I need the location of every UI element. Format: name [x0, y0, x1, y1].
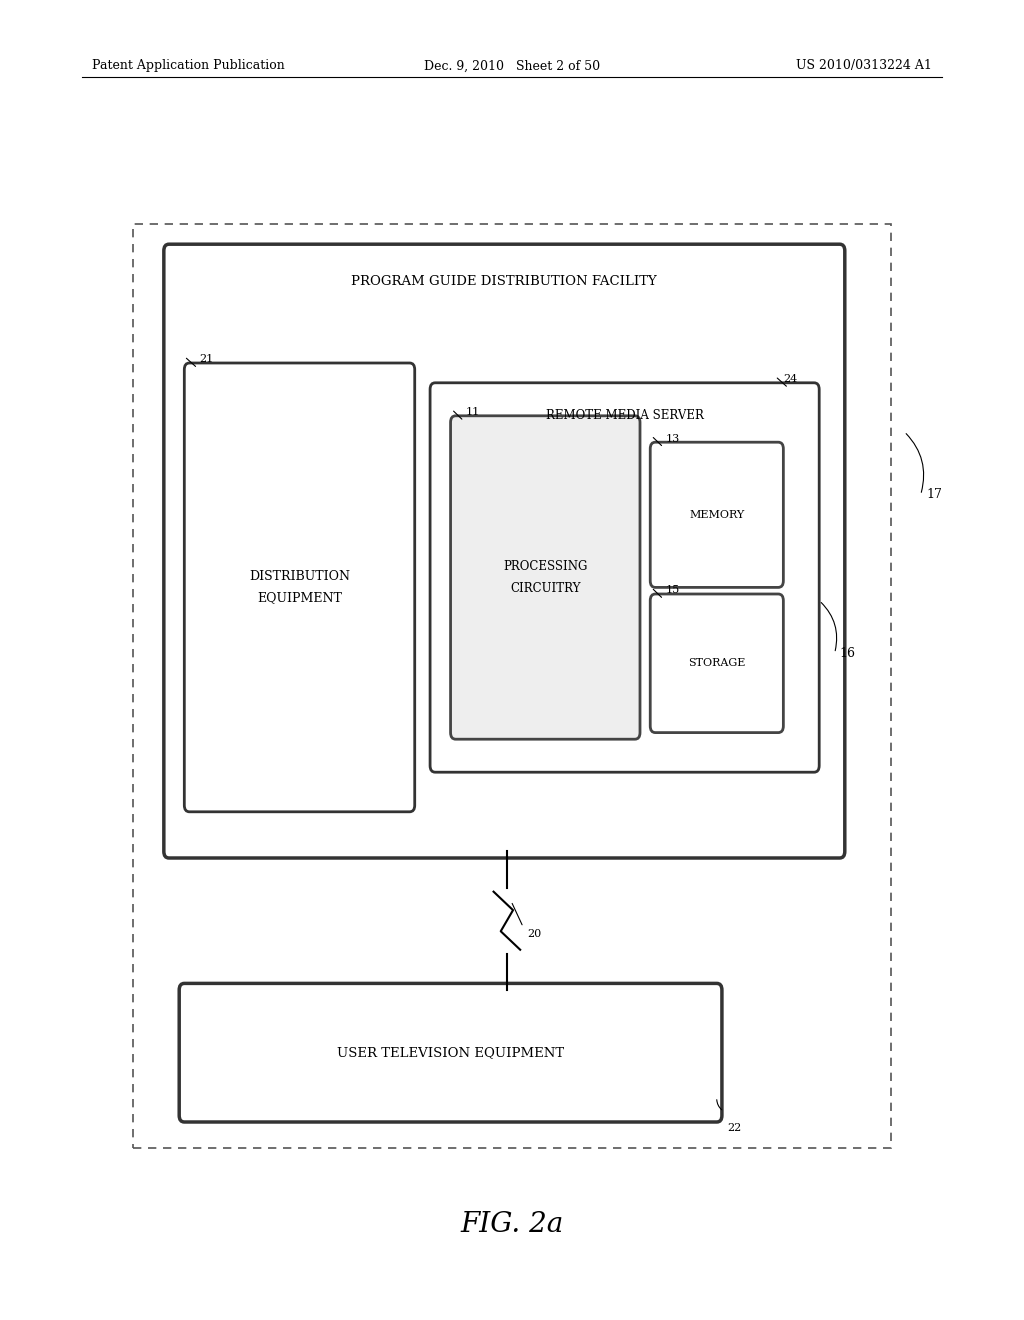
- Text: 11: 11: [466, 407, 480, 417]
- Text: 17: 17: [927, 488, 943, 502]
- Bar: [133, 224, 891, 1148]
- Text: 16: 16: [840, 647, 856, 660]
- FancyBboxPatch shape: [650, 594, 783, 733]
- Text: FIG. 2a: FIG. 2a: [461, 1212, 563, 1238]
- FancyBboxPatch shape: [179, 983, 722, 1122]
- Text: STORAGE: STORAGE: [688, 659, 745, 668]
- Text: MEMORY: MEMORY: [689, 510, 744, 520]
- FancyBboxPatch shape: [164, 244, 845, 858]
- Text: Dec. 9, 2010   Sheet 2 of 50: Dec. 9, 2010 Sheet 2 of 50: [424, 59, 600, 73]
- FancyBboxPatch shape: [650, 442, 783, 587]
- Text: DISTRIBUTION
EQUIPMENT: DISTRIBUTION EQUIPMENT: [249, 570, 350, 605]
- Text: 20: 20: [527, 929, 542, 939]
- Text: 21: 21: [200, 354, 214, 364]
- Text: US 2010/0313224 A1: US 2010/0313224 A1: [796, 59, 932, 73]
- Text: 15: 15: [666, 585, 680, 595]
- Text: PROGRAM GUIDE DISTRIBUTION FACILITY: PROGRAM GUIDE DISTRIBUTION FACILITY: [351, 275, 657, 288]
- Text: 22: 22: [727, 1123, 741, 1134]
- FancyBboxPatch shape: [430, 383, 819, 772]
- Text: Patent Application Publication: Patent Application Publication: [92, 59, 285, 73]
- Text: PROCESSING
CIRCUITRY: PROCESSING CIRCUITRY: [503, 561, 588, 594]
- Text: 24: 24: [783, 374, 798, 384]
- Text: REMOTE MEDIA SERVER: REMOTE MEDIA SERVER: [546, 409, 703, 422]
- FancyBboxPatch shape: [451, 416, 640, 739]
- Text: USER TELEVISION EQUIPMENT: USER TELEVISION EQUIPMENT: [337, 1047, 564, 1059]
- Text: 13: 13: [666, 433, 680, 444]
- FancyBboxPatch shape: [184, 363, 415, 812]
